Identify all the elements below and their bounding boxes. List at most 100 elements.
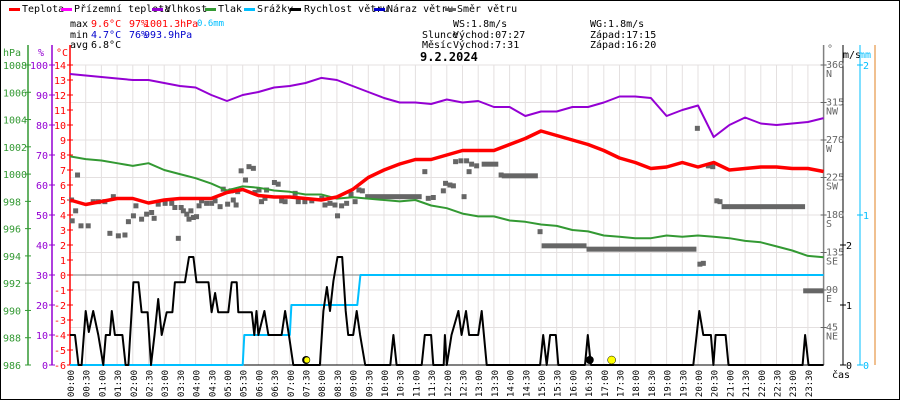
x-tick-label: 14:30 — [522, 370, 532, 397]
wind-tick-label: 1 — [846, 301, 852, 312]
x-tick-label: 06:00 — [255, 370, 265, 397]
legend-swatch-temperature — [9, 8, 20, 11]
wind-direction-point — [122, 232, 128, 238]
wind-direction-point — [204, 200, 210, 206]
rain-tick-label: 1 — [863, 211, 869, 222]
legend-swatch-wind-speed — [290, 8, 301, 11]
humidity-tick-label: 50 — [36, 211, 48, 222]
x-tick-label: 02:00 — [130, 370, 140, 397]
wind-direction-point — [194, 214, 200, 220]
x-tick-label: 12:30 — [460, 370, 470, 397]
x-tick-label: 05:00 — [224, 370, 234, 397]
wind-direction-point — [250, 165, 256, 171]
wind-direction-point — [246, 164, 252, 170]
legend-feels-like: Přízemní teplota — [74, 4, 171, 15]
pressure-tick-label: 990 — [3, 306, 21, 317]
wind-direction-point — [110, 194, 116, 200]
wind-direction-point — [172, 205, 178, 210]
wind-direction-point — [717, 199, 723, 205]
moonrise: Východ:7:31 — [453, 40, 520, 51]
wind-direction-point — [697, 261, 703, 267]
wind-direction-point — [466, 169, 472, 175]
direction-compass-label: W — [826, 144, 833, 155]
x-tick-label: 17:00 — [601, 370, 611, 397]
wind-direction-point — [359, 188, 365, 194]
direction-tick-label: 225 — [826, 173, 844, 184]
wind-direction-band — [365, 194, 422, 200]
direction-tick-label: 270 — [826, 135, 844, 146]
x-tick-label: 03:30 — [177, 370, 187, 397]
direction-tick-label: 315 — [826, 98, 844, 109]
x-tick-label: 22:00 — [758, 370, 768, 397]
wind-direction-band — [586, 246, 697, 252]
wind-direction-point — [469, 161, 475, 167]
wind-direction-point — [186, 216, 192, 222]
min-pressure: 993.9hPa — [144, 30, 193, 41]
avg-label: avg — [70, 40, 89, 51]
x-tick-label: 20:30 — [711, 370, 721, 397]
wind-direction-band — [803, 288, 824, 294]
x-tick-label: 21:00 — [726, 370, 736, 397]
temperature-tick-label: -6 — [54, 361, 66, 372]
wind-direction-point — [447, 182, 453, 188]
temperature-unit: °C — [56, 48, 68, 59]
x-tick-label: 00:00 — [67, 370, 77, 397]
wind-tick-label: 2 — [846, 241, 852, 252]
direction-compass-label: NE — [826, 332, 838, 343]
max-rain: 0.6mm — [197, 19, 225, 29]
wind-direction-point — [700, 260, 706, 266]
wind-direction-point — [440, 188, 446, 194]
wind-direction-point — [302, 199, 308, 205]
wind-direction-point — [464, 158, 470, 164]
wind-direction-point — [238, 168, 244, 174]
x-tick-label: 15:30 — [554, 370, 564, 397]
x-tick-label: 10:00 — [381, 370, 391, 397]
wind-direction-band — [501, 173, 538, 179]
legend-humidity: Vlhkost — [165, 4, 208, 15]
wind-direction-point — [422, 169, 428, 175]
humidity-tick-label: 0 — [42, 361, 48, 372]
wind-direction-point — [133, 203, 139, 209]
x-tick-label: 11:30 — [428, 370, 438, 397]
x-tick-label: 10:30 — [397, 370, 407, 397]
wind-speed-max: WS:1.8m/s — [453, 19, 508, 30]
wind-direction-point — [175, 235, 181, 241]
wind-direction-point — [259, 199, 265, 205]
humidity-tick-label: 10 — [36, 331, 48, 342]
x-tick-label: 09:00 — [350, 370, 360, 397]
direction-tick-label: 180 — [826, 210, 844, 221]
x-tick-label: 06:30 — [271, 370, 281, 397]
x-tick-label: 15:00 — [538, 370, 548, 397]
sunset-icon — [607, 355, 616, 365]
wind-direction-point — [453, 159, 459, 165]
wind-direction-point — [73, 208, 79, 214]
sunset: Západ:17:15 — [590, 30, 657, 41]
temperature-tick-label: -1 — [54, 286, 66, 297]
wind-direction-point — [256, 187, 262, 193]
wind-direction-band — [721, 204, 806, 210]
x-tick-label: 19:30 — [679, 370, 689, 397]
wind-direction-point — [78, 223, 84, 229]
wind-direction-point — [271, 180, 277, 185]
pressure-unit: hPa — [3, 48, 21, 59]
wind-direction-point — [217, 204, 223, 210]
direction-compass-label: S — [826, 219, 832, 230]
wind-direction-point — [474, 163, 480, 169]
legend-swatch-humidity — [152, 8, 163, 11]
temperature-tick-label: -2 — [54, 301, 66, 312]
wind-direction-point — [184, 211, 190, 217]
wind-direction-point — [348, 191, 354, 197]
humidity-tick-label: 30 — [36, 271, 48, 282]
legend-pressure: Tlak — [218, 4, 243, 15]
temperature-tick-label: -5 — [54, 346, 66, 357]
temperature-tick-label: 11 — [54, 106, 66, 117]
x-tick-label: 16:30 — [585, 370, 595, 397]
wind-direction-point — [537, 229, 543, 235]
pressure-tick-label: 994 — [3, 252, 21, 263]
pressure-tick-label: 992 — [3, 279, 21, 290]
wind-direction-band — [481, 161, 499, 167]
avg-temp: 6.8°C — [91, 40, 122, 51]
legend-swatch-feels-like — [61, 8, 72, 11]
wind-direction-point — [430, 195, 436, 200]
x-tick-label: 21:30 — [742, 370, 752, 397]
